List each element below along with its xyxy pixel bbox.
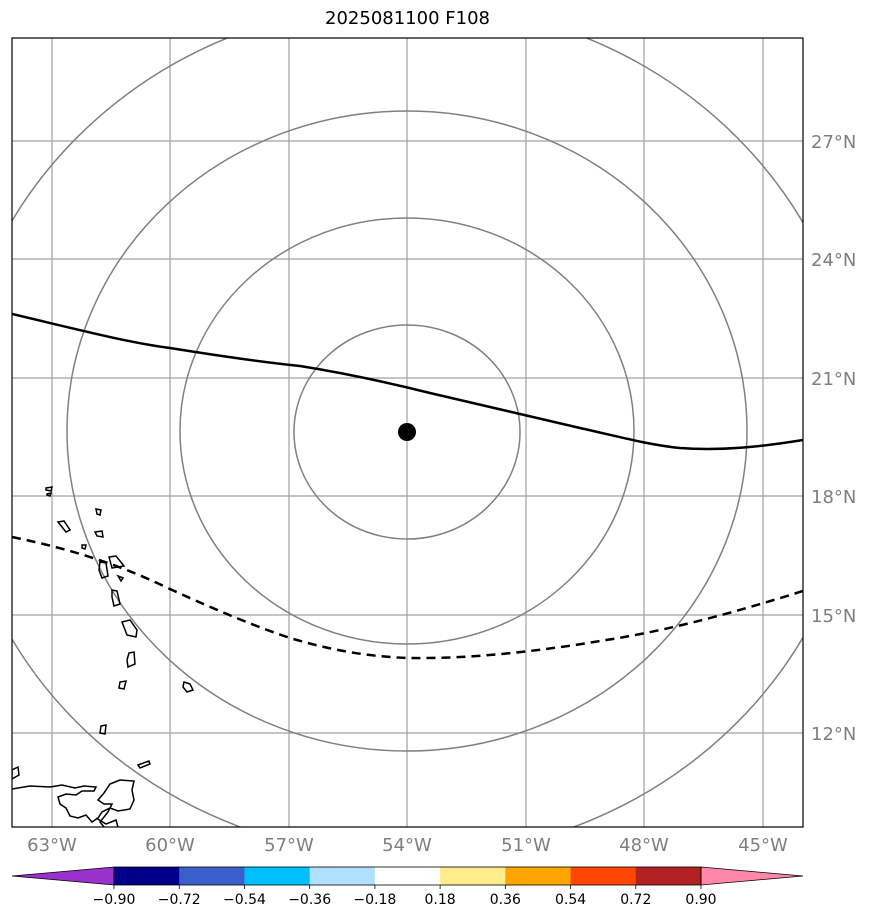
colorbar-segment (244, 867, 311, 885)
graticule (12, 38, 803, 827)
range-ring-3 (66, 110, 748, 752)
island (12, 765, 20, 780)
island (126, 651, 136, 669)
colorbar-tick-label: 0.72 (620, 892, 651, 908)
island (108, 555, 126, 569)
colorbar-segment (505, 867, 572, 885)
track-line-dashed (12, 535, 803, 660)
lat-label: 27°N (811, 132, 856, 153)
lat-label: 24°N (811, 250, 856, 271)
colorbar-tick-label: −0.54 (223, 892, 266, 908)
island (56, 520, 72, 533)
colorbar-tick-label: −0.90 (93, 892, 136, 908)
lon-label: 45°W (738, 835, 788, 856)
island (136, 760, 151, 769)
lon-label: 60°W (145, 835, 195, 856)
colorbar-frame (113, 866, 702, 886)
island (99, 724, 107, 735)
colorbar: −0.90 −0.72 −0.54 −0.36 −0.18 0.18 0.36 0.54 0.7… (11, 866, 804, 908)
colorbar-segment (179, 867, 245, 885)
lon-label: 54°W (382, 835, 432, 856)
colorbar-segment (374, 867, 441, 885)
colorbar-tick-label: −0.18 (353, 892, 396, 908)
lat-label: 12°N (811, 724, 856, 745)
island (81, 544, 87, 550)
lon-label: 57°W (264, 835, 314, 856)
colorbar-extend-low (11, 866, 115, 886)
coastlines (12, 486, 195, 827)
island (120, 619, 138, 638)
island (111, 589, 121, 607)
colorbar-segment (570, 867, 637, 885)
lon-label: 63°W (27, 835, 77, 856)
colorbar-segment (114, 867, 180, 885)
colorbar-tick-label: 0.90 (685, 892, 716, 908)
colorbar-extend-high (700, 866, 804, 886)
colorbar-segment (440, 867, 506, 885)
colorbar-tick-label: −0.72 (158, 892, 201, 908)
lat-label: 21°N (811, 369, 856, 390)
range-ring-2 (179, 217, 635, 645)
map-title: 2025081100 F108 (325, 8, 490, 29)
colorbar-tick-label: 0.18 (425, 892, 456, 908)
lon-label: 51°W (501, 835, 551, 856)
colorbar-tick-label: −0.36 (288, 892, 331, 908)
colorbar-segment (309, 867, 376, 885)
colorbar-segment (635, 867, 702, 885)
lat-label: 15°N (811, 606, 856, 627)
island (93, 530, 104, 538)
range-rings (12, 38, 803, 827)
lat-label: 18°N (811, 487, 856, 508)
island (45, 486, 54, 497)
island (116, 574, 125, 583)
island (95, 508, 102, 516)
storm-center-marker (398, 423, 416, 441)
colorbar-tick-label: 0.36 (490, 892, 521, 908)
colorbar-tick-label: 0.54 (555, 892, 586, 908)
island (95, 817, 119, 827)
range-ring-1 (293, 324, 521, 540)
island (118, 680, 128, 690)
island-trinidad (12, 779, 135, 827)
map-frame (11, 37, 804, 828)
lon-label: 48°W (619, 835, 669, 856)
longitude-labels: 63°W 60°W 57°W 54°W 51°W 48°W 45°W (27, 835, 788, 856)
island (182, 681, 195, 693)
track-line-solid (12, 312, 803, 451)
latitude-labels: 27°N 24°N 21°N 18°N 15°N 12°N (811, 132, 856, 745)
